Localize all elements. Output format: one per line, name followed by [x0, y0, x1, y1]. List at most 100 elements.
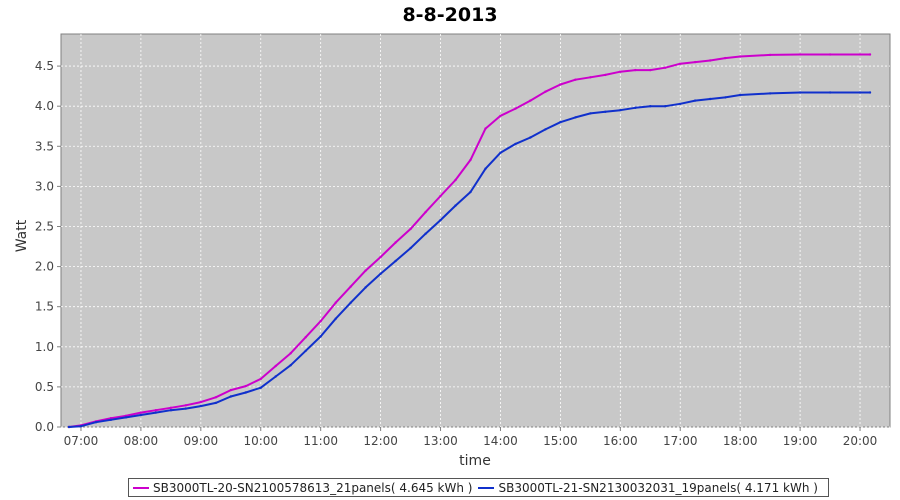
data-point-series-2 — [634, 106, 637, 110]
data-point-series-1 — [379, 255, 382, 259]
x-tick-label: 10:00 — [243, 434, 278, 448]
data-point-series-1 — [184, 404, 187, 407]
data-point-series-1 — [409, 227, 412, 231]
data-point-series-2 — [499, 151, 502, 154]
grid — [61, 34, 890, 428]
data-point-series-1 — [634, 68, 637, 72]
data-point-series-2 — [289, 364, 292, 367]
data-point-series-1 — [199, 400, 202, 404]
data-point-series-1 — [154, 409, 158, 412]
data-point-series-1 — [499, 114, 502, 118]
y-tick-label: 4.5 — [35, 59, 54, 73]
y-tick-label: 3.0 — [35, 179, 54, 193]
data-point-series-2 — [529, 136, 532, 139]
legend-swatch-series-1 — [133, 486, 149, 489]
data-point-series-1 — [604, 73, 607, 77]
legend-item-series-1: SB3000TL-20-SN2100578613_21panels( 4.645… — [133, 481, 472, 495]
data-point-series-1 — [739, 55, 742, 58]
data-point-series-2 — [439, 218, 442, 222]
data-point-series-2 — [79, 425, 83, 428]
data-point-series-2 — [574, 116, 577, 119]
data-point-series-1 — [439, 194, 442, 198]
x-tick-label: 12:00 — [363, 434, 398, 448]
data-point-series-2 — [169, 409, 173, 412]
data-point-series-2 — [124, 416, 128, 419]
legend-label-series-1: SB3000TL-20-SN2100578613_21panels( 4.645… — [153, 480, 473, 495]
data-point-series-1 — [259, 377, 262, 381]
data-point-series-2 — [544, 128, 547, 131]
x-tick-label: 16:00 — [603, 434, 638, 448]
data-point-series-2 — [349, 301, 352, 304]
data-point-series-2 — [184, 407, 187, 410]
data-point-series-1 — [289, 352, 292, 355]
data-point-series-2 — [94, 421, 98, 424]
data-point-series-2 — [394, 259, 397, 263]
x-tick-label: 19:00 — [783, 434, 818, 448]
x-tick-label: 07:00 — [64, 434, 99, 448]
legend-item-series-2: SB3000TL-21-SN2130032031_19panels( 4.171… — [478, 480, 818, 495]
data-point-series-1 — [304, 336, 307, 339]
data-point-series-2 — [424, 232, 427, 235]
data-point-series-2 — [469, 190, 472, 194]
data-point-series-2 — [454, 204, 457, 207]
x-tick-label: 13:00 — [423, 434, 458, 448]
data-point-series-1 — [664, 66, 667, 69]
data-point-series-1 — [169, 406, 173, 409]
data-point-series-2 — [619, 109, 622, 112]
data-point-series-1 — [768, 53, 772, 57]
data-point-series-1 — [529, 99, 532, 102]
data-point-series-2 — [739, 93, 742, 97]
data-point-series-1 — [319, 319, 322, 323]
data-point-series-1 — [214, 396, 217, 399]
data-point-series-2 — [604, 110, 607, 114]
data-point-series-2 — [304, 349, 307, 352]
data-point-series-1 — [709, 59, 712, 62]
data-point-series-1 — [364, 269, 367, 272]
x-tick-label: 08:00 — [124, 434, 159, 448]
y-tick-label: 1.5 — [35, 300, 54, 314]
data-point-series-2 — [319, 335, 322, 338]
y-tick-label: 0.0 — [35, 420, 54, 434]
data-point-series-2 — [229, 395, 232, 398]
data-point-series-2 — [484, 167, 487, 170]
data-point-series-1 — [244, 384, 247, 388]
data-point-series-1 — [454, 178, 457, 182]
legend: SB3000TL-20-SN2100578613_21panels( 4.645… — [128, 478, 829, 497]
data-point-series-1 — [724, 56, 727, 60]
data-point-series-1 — [868, 53, 872, 56]
data-point-series-2 — [828, 91, 832, 94]
x-axis-label: time — [459, 453, 491, 469]
legend-label-series-2: SB3000TL-21-SN2130032031_19panels( 4.171… — [498, 480, 818, 495]
data-point-series-1 — [349, 285, 352, 288]
data-point-series-2 — [409, 246, 412, 250]
x-tick-label: 11:00 — [303, 434, 338, 448]
data-point-series-1 — [828, 53, 832, 56]
y-tick-label: 3.5 — [35, 139, 54, 153]
axes: 0.0 0.5 1.0 1.5 2.0 2.5 3.0 3.5 4.0 4.5 07:00 08:00… — [35, 59, 877, 448]
data-point-series-2 — [334, 317, 337, 320]
chart-title: 8-8-2013 — [402, 4, 497, 26]
data-point-series-1 — [139, 411, 143, 414]
data-point-series-1 — [469, 158, 472, 162]
y-tick-label: 4.0 — [35, 99, 54, 113]
y-tick-label: 0.5 — [35, 380, 54, 394]
data-point-series-1 — [484, 127, 487, 130]
data-point-series-1 — [694, 60, 697, 64]
legend-swatch-series-2 — [478, 486, 495, 489]
data-point-series-2 — [274, 375, 277, 378]
data-point-series-2 — [724, 96, 727, 99]
data-point-series-2 — [868, 91, 872, 94]
data-point-series-2 — [214, 401, 217, 405]
data-point-series-1 — [229, 388, 232, 392]
y-axis-label: Watt — [14, 219, 30, 252]
data-point-series-1 — [679, 62, 682, 65]
y-tick-label: 1.0 — [35, 340, 54, 354]
data-point-series-2 — [109, 418, 113, 421]
data-point-series-2 — [364, 286, 367, 289]
data-point-series-1 — [619, 70, 622, 73]
data-point-series-1 — [514, 107, 517, 110]
y-tick-label: 2.5 — [35, 219, 54, 233]
data-point-series-1 — [589, 76, 592, 79]
data-point-series-1 — [394, 241, 397, 244]
